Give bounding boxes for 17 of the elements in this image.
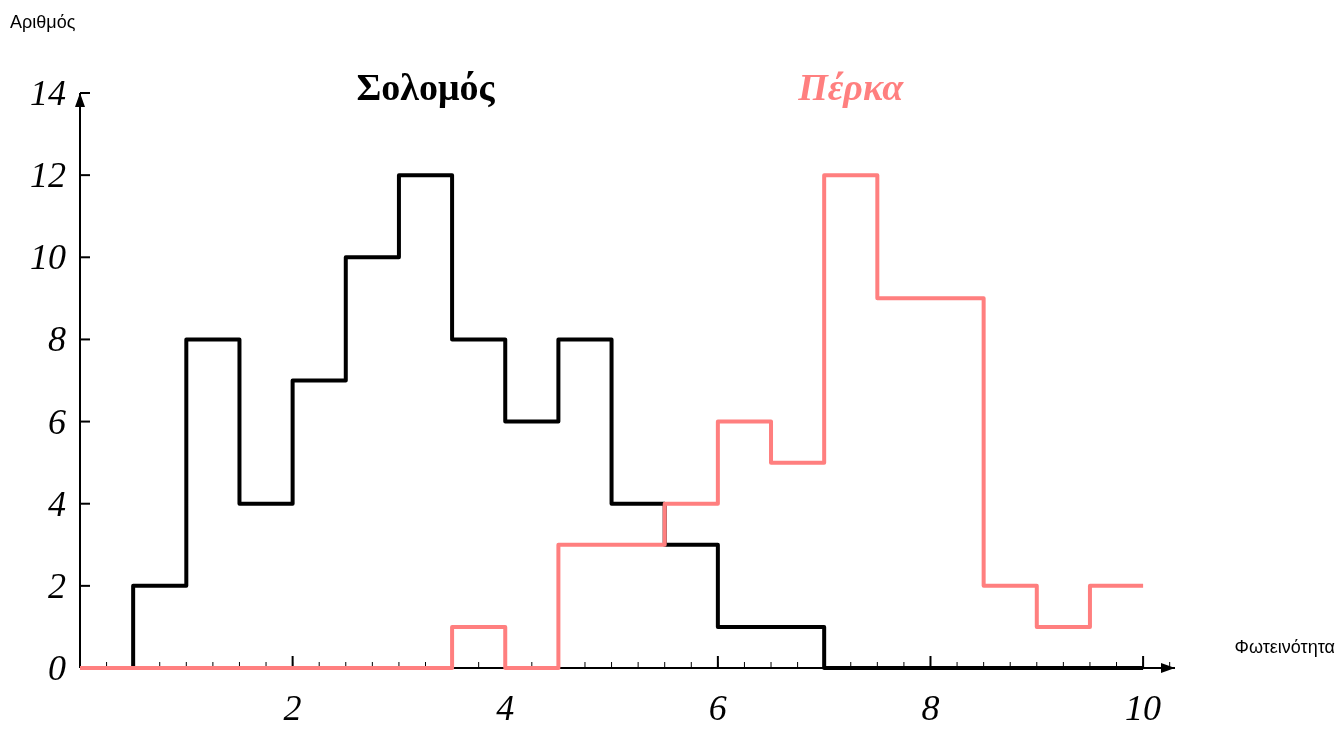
y-tick-label: 14 [30,73,66,113]
y-axis-title: Αριθμός [10,12,76,32]
y-tick-label: 10 [30,237,66,278]
x-tick-label: 8 [921,688,940,728]
series-label: Πέρκα [797,66,905,108]
y-tick-label: 12 [30,155,66,196]
x-tick-label: 10 [1125,688,1162,728]
x-axis-title: Φωτεινότητα [1234,637,1335,657]
x-tick-label: 2 [283,688,302,728]
y-tick-label: 6 [48,401,66,442]
y-tick-label: 0 [48,648,66,688]
text: Σολομός [356,66,496,108]
y-tick-label: 8 [48,319,66,360]
y-tick-label: 4 [48,483,66,524]
x-tick-label: 6 [708,688,727,728]
y-tick-label: 2 [48,565,66,606]
x-tick-label: 4 [496,688,515,728]
